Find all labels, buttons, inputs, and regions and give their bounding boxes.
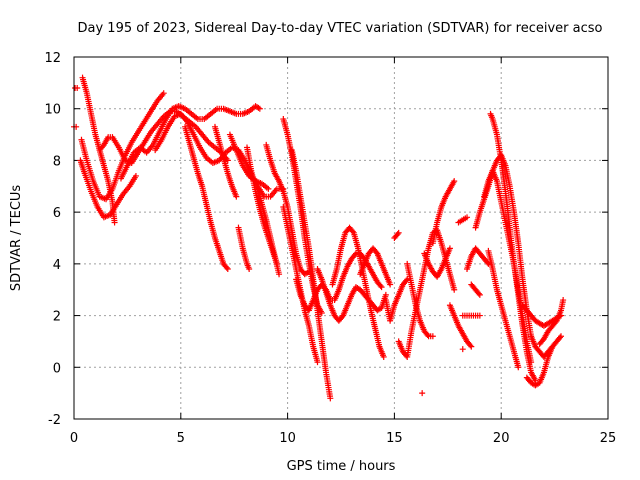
data-point — [464, 214, 471, 221]
data-point — [515, 364, 522, 371]
data-point — [378, 284, 385, 291]
data-point — [558, 333, 565, 340]
x-tick-label: 10 — [279, 431, 296, 446]
data-point — [111, 219, 118, 226]
plot-frame — [73, 56, 609, 420]
data-point — [160, 90, 167, 97]
data-point — [223, 264, 230, 271]
y-tick-label: 8 — [53, 154, 61, 169]
data-point — [314, 359, 321, 366]
y-tick-label: 2 — [53, 310, 61, 325]
y-tick-label: 4 — [53, 258, 61, 273]
data-point — [380, 353, 387, 360]
data-point — [459, 346, 466, 353]
x-tick-label: 5 — [177, 431, 185, 446]
tick-layer: 0 5 10 15 20 25 -2 0 2 4 6 8 10 12 — [44, 51, 616, 446]
y-tick-label: -2 — [48, 413, 61, 428]
data-layer — [71, 74, 567, 402]
data-point — [339, 313, 346, 320]
y-tick-label: 10 — [44, 103, 61, 118]
data-point — [476, 312, 483, 319]
data-point — [246, 266, 253, 273]
x-tick-label: 15 — [386, 431, 403, 446]
data-point — [549, 343, 556, 350]
data-point — [256, 105, 263, 112]
y-tick-label: 12 — [44, 51, 61, 66]
data-point — [532, 377, 539, 384]
data-point — [552, 319, 559, 326]
data-point — [373, 249, 380, 256]
data-point — [419, 390, 426, 397]
data-point — [451, 286, 458, 293]
data-point — [349, 228, 356, 235]
data-point — [468, 343, 475, 350]
data-point — [394, 231, 401, 238]
data-point — [429, 333, 436, 340]
data-point — [556, 334, 563, 341]
data-point — [467, 342, 474, 349]
chart-title: Day 195 of 2023, Sidereal Day-to-day VTE… — [78, 21, 603, 36]
data-point — [476, 291, 483, 298]
data-point — [395, 229, 402, 236]
data-point — [560, 297, 567, 304]
data-point — [74, 85, 81, 92]
x-axis-label: GPS time / hours — [287, 459, 396, 474]
data-point — [224, 157, 231, 164]
y-tick-label: 6 — [53, 206, 61, 221]
data-point — [382, 291, 389, 298]
x-tick-label: 20 — [493, 431, 510, 446]
y-tick-label: 0 — [53, 361, 61, 376]
data-point — [404, 276, 411, 283]
data-point — [224, 266, 231, 273]
x-tick-label: 0 — [70, 431, 78, 446]
data-point — [276, 271, 283, 278]
data-point — [451, 178, 458, 185]
data-point — [475, 290, 482, 297]
data-point — [327, 395, 334, 402]
data-point — [446, 245, 453, 252]
data-point — [265, 185, 272, 192]
data-point — [132, 172, 139, 179]
x-tick-label: 25 — [600, 431, 617, 446]
data-point — [424, 331, 431, 338]
data-point — [377, 282, 384, 289]
y-axis-label: SDTVAR / TECUs — [9, 185, 24, 292]
data-point — [387, 281, 394, 288]
data-point — [233, 193, 240, 200]
